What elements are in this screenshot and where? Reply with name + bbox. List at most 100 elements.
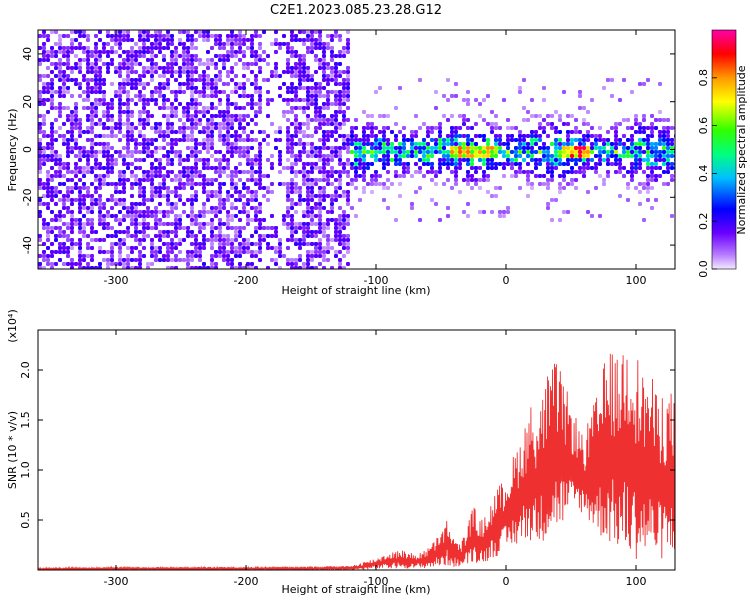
spectrogram-cell <box>210 154 214 158</box>
spectrogram-cell <box>646 154 650 158</box>
spectrogram-cell <box>610 78 614 82</box>
spectrogram-cell <box>342 146 346 150</box>
spectrogram-cell <box>66 118 70 122</box>
spectrogram-cell <box>106 114 110 118</box>
spectrogram-xlabel: Height of straight line (km) <box>281 284 430 297</box>
spectrogram-cell <box>102 174 106 178</box>
spectrogram-cell <box>146 50 150 54</box>
spectrogram-cell <box>486 122 490 126</box>
spectrogram-cell <box>110 34 114 38</box>
spectrogram-cell <box>190 230 194 234</box>
snr-xtick-label: -200 <box>234 575 259 588</box>
spectrogram-cell <box>198 182 202 186</box>
spectrogram-cell <box>338 146 342 150</box>
spectrogram-cell <box>254 242 258 246</box>
spectrogram-cell <box>342 218 346 222</box>
spectrogram-cell <box>226 166 230 170</box>
spectrogram-cell <box>378 86 382 90</box>
spectrogram-cell <box>270 234 274 238</box>
spectrogram-cell <box>294 266 298 269</box>
spectrogram-cell <box>302 58 306 62</box>
spectrogram-cell <box>206 178 210 182</box>
spectrogram-cell <box>186 114 190 118</box>
spectrogram-cell <box>250 242 254 246</box>
spectrogram-cell <box>326 78 330 82</box>
spectrogram-cell <box>502 142 506 146</box>
spectrogram-cell <box>202 70 206 74</box>
spectrogram-cell <box>350 130 354 134</box>
spectrogram-cell <box>46 170 50 174</box>
spectrogram-cell <box>70 186 74 190</box>
spectrogram-cell <box>226 258 230 262</box>
spectrogram-cell <box>554 154 558 158</box>
spectrogram-cell <box>558 114 562 118</box>
spectrogram-cell <box>242 82 246 86</box>
spectrogram-cell <box>282 82 286 86</box>
spectrogram-cell <box>658 138 662 142</box>
spectrogram-cell <box>386 178 390 182</box>
spectrogram-cell <box>310 86 314 90</box>
spectrogram-cell <box>62 166 66 170</box>
spectrogram-cell <box>278 86 282 90</box>
spectrogram-cell <box>250 138 254 142</box>
spectrogram-cell <box>74 46 78 50</box>
spectrogram-cell <box>74 218 78 222</box>
spectrogram-cell <box>206 62 210 66</box>
spectrogram-cell <box>250 218 254 222</box>
spectrogram-cell <box>58 162 62 166</box>
spectrogram-cell <box>230 34 234 38</box>
spectrogram-cell <box>574 118 578 122</box>
spectrogram-cell <box>202 166 206 170</box>
spectrogram-cell <box>326 66 330 70</box>
spectrogram-cell <box>226 106 230 110</box>
spectrogram-cell <box>546 170 550 174</box>
spectrogram-cell <box>254 214 258 218</box>
spectrogram-cell <box>558 162 562 166</box>
spectrogram-cell <box>142 138 146 142</box>
spectrogram-cell <box>78 226 82 230</box>
spectrogram-cell <box>98 202 102 206</box>
spectrogram-cell <box>126 178 130 182</box>
spectrogram-cell <box>442 150 446 154</box>
spectrogram-cell <box>650 178 654 182</box>
spectrogram-cell <box>186 62 190 66</box>
spectrogram-cell <box>286 226 290 230</box>
spectrogram-cell <box>342 214 346 218</box>
spectrogram-cell <box>42 202 46 206</box>
spectrogram-cell <box>106 146 110 150</box>
spectrogram-cell <box>662 134 666 138</box>
spectrogram-cell <box>310 250 314 254</box>
spectrogram-cell <box>106 118 110 122</box>
spectrogram-cell <box>410 134 414 138</box>
colorbar-gradient <box>712 30 736 269</box>
spectrogram-cell <box>38 170 42 174</box>
spectrogram-cell <box>386 206 390 210</box>
spectrogram-cell <box>262 58 266 62</box>
spectrogram-cell <box>534 114 538 118</box>
spectrogram-cell <box>82 194 86 198</box>
spectrogram-cell <box>154 214 158 218</box>
spectrogram-cell <box>294 50 298 54</box>
spectrogram-cell <box>558 182 562 186</box>
spectrogram-cell <box>266 198 270 202</box>
spectrogram-cell <box>38 122 42 126</box>
spectrogram-cell <box>350 182 354 186</box>
spectrogram-cell <box>70 226 74 230</box>
spectrogram-cell <box>102 78 106 82</box>
spectrogram-cell <box>42 266 46 269</box>
spectrogram-cell <box>302 266 306 269</box>
spectrogram-cell <box>338 178 342 182</box>
spectrogram-cell <box>126 254 130 258</box>
spectrogram-cell <box>346 78 350 82</box>
spectrogram-cell <box>150 238 154 242</box>
spectrogram-cell <box>370 150 374 154</box>
spectrogram-cell <box>202 158 206 162</box>
spectrogram-cell <box>582 166 586 170</box>
spectrogram-cell <box>150 262 154 266</box>
spectrogram-cell <box>146 114 150 118</box>
spectrogram-cell <box>142 42 146 46</box>
spectrogram-cell <box>298 62 302 66</box>
spectrogram-cell <box>58 230 62 234</box>
spectrogram-cell <box>470 186 474 190</box>
spectrogram-cell <box>174 46 178 50</box>
